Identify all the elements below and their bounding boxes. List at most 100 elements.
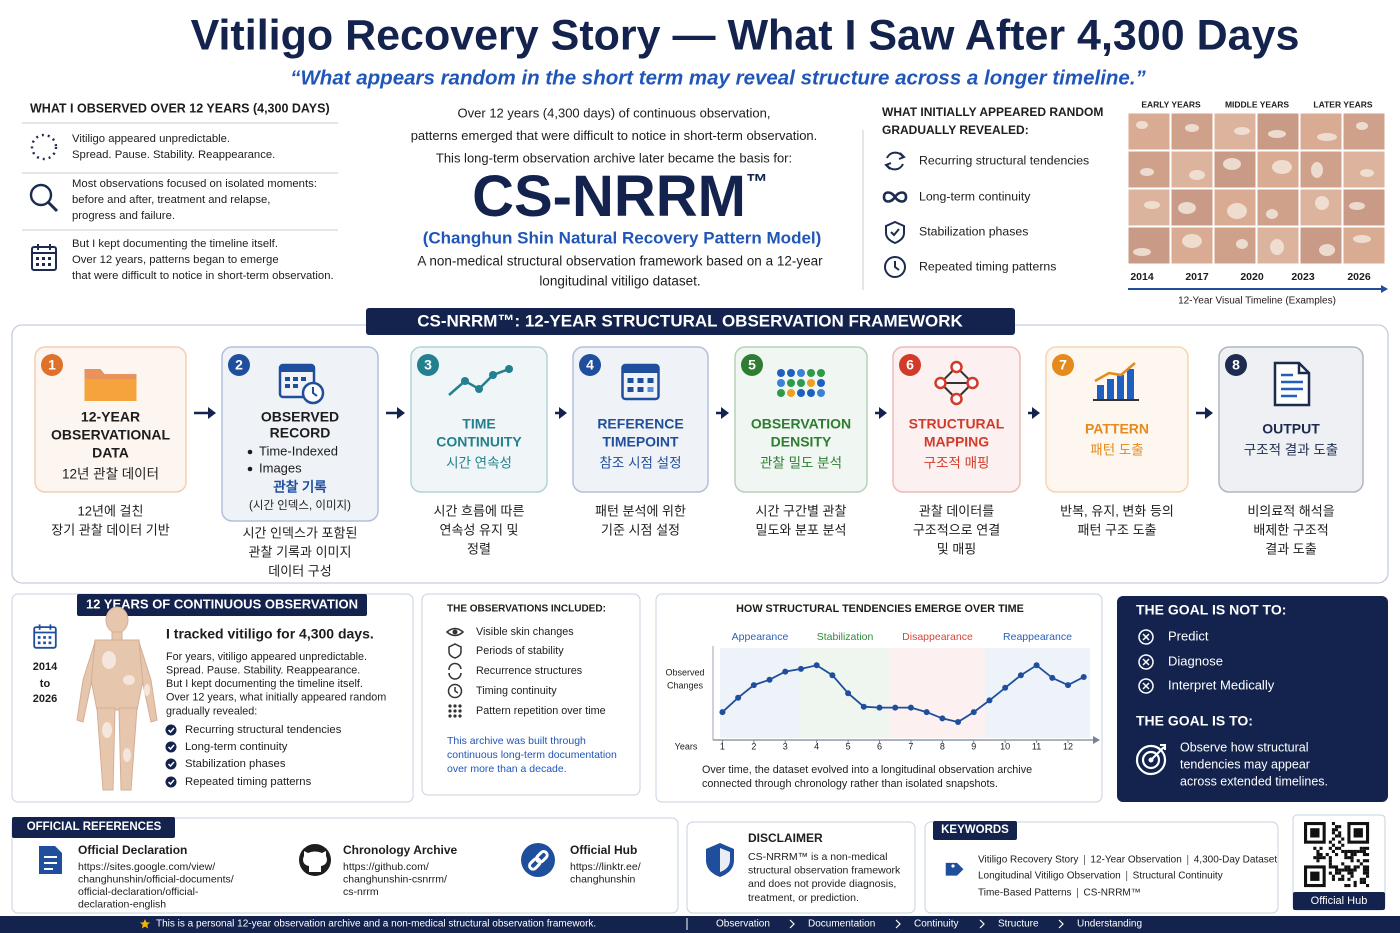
- step-card: [1218, 346, 1364, 493]
- step-description: 데이터 구성: [268, 563, 331, 578]
- skin-patch: [1189, 170, 1205, 180]
- qr-cell: [1338, 840, 1342, 844]
- qr-cell: [1341, 837, 1345, 841]
- revealed-item: Long-term continuity: [919, 189, 1031, 203]
- trend-point: [750, 682, 757, 689]
- step-arrowhead: [1032, 407, 1040, 419]
- trend-point: [782, 668, 789, 675]
- chart-caption: Over time, the dataset evolved into a lo…: [702, 764, 1032, 776]
- skin-patch: [1234, 127, 1250, 135]
- step-card: [572, 346, 709, 493]
- intro-line: patterns emerged that were difficult to …: [411, 128, 818, 143]
- calendar-icon-part: [37, 636, 52, 645]
- panel-tab: [933, 821, 1017, 840]
- qr-cell: [1353, 849, 1357, 853]
- check-icon: [165, 724, 177, 736]
- revealed-icon: [884, 151, 906, 171]
- qr-cell: [1353, 868, 1357, 872]
- step-badge: [899, 354, 921, 376]
- qr-cell: [1316, 849, 1320, 853]
- qr-cell: [1335, 846, 1339, 850]
- phase-label: Appearance: [732, 631, 789, 643]
- check-item: Long-term continuity: [185, 741, 288, 753]
- step-icon-part: [622, 365, 659, 373]
- step-number: 7: [1059, 357, 1067, 373]
- trademark: ™: [746, 169, 768, 194]
- x-tick-label: 7: [908, 741, 913, 751]
- shield-icon: [706, 843, 734, 877]
- step-icon-part: [797, 379, 805, 387]
- step-description: 기준 시점 설정: [601, 522, 680, 537]
- skin-patch: [1223, 158, 1241, 170]
- trend-point: [719, 709, 726, 716]
- step-icon-part: [1281, 373, 1303, 398]
- qr-cell: [1347, 877, 1351, 881]
- chart-caption: connected through chronology rather than…: [702, 778, 998, 790]
- step-icon-part-part: [1107, 379, 1114, 399]
- qr-cell: [1331, 837, 1335, 841]
- reference-icon-part: [528, 850, 549, 871]
- qr-cell: [1331, 843, 1335, 847]
- keyword: Vitiligo Recovery Story: [978, 855, 1078, 866]
- trend-point: [1080, 674, 1087, 680]
- qr-cell: [1359, 877, 1363, 881]
- continuous-line: gradually revealed:: [166, 705, 257, 717]
- photo-tile: [1299, 112, 1343, 151]
- step-icon-part: [1273, 361, 1311, 407]
- x-icon-part: [1138, 629, 1154, 645]
- step-icon-part-part: [637, 387, 644, 392]
- qr-cell: [1338, 868, 1342, 872]
- reference-icon-part-part: [528, 857, 542, 871]
- included-item: Timing continuity: [476, 685, 557, 697]
- panel-tab: [77, 594, 367, 616]
- reference-url: changhunshin-csnrrm/: [343, 873, 447, 885]
- qr-cell: [1331, 831, 1335, 835]
- step-title: DENSITY: [771, 434, 832, 450]
- trend-point: [845, 690, 852, 697]
- step-description: 밀도와 분포 분석: [756, 522, 847, 537]
- observed-icon-part: [46, 200, 59, 213]
- step-title: TIMEPOINT: [602, 434, 679, 450]
- continuous-line: For years, vitiligo appeared unpredictab…: [166, 651, 367, 663]
- observed-icon-part-part: [48, 257, 51, 260]
- panel: [421, 593, 641, 796]
- footer-bar: [0, 916, 1400, 933]
- step-description: 장기 관찰 데이터 기반: [51, 522, 170, 537]
- qr-cell: [1347, 856, 1351, 860]
- included-item: Recurrence structures: [476, 665, 583, 677]
- step-icon: [621, 363, 660, 401]
- disclaimer-line: treatment, or prediction.: [748, 892, 859, 904]
- skin-patch: [1353, 235, 1371, 243]
- skin-patch: [1136, 121, 1148, 129]
- skin-patch: [1356, 122, 1368, 130]
- observed-icon: [30, 133, 58, 161]
- qr-cell: [1322, 856, 1326, 860]
- qr-cell: [1359, 846, 1363, 850]
- trend-point: [1017, 672, 1024, 679]
- step-icon-part-part: [293, 384, 298, 388]
- observed-icon-part: [31, 246, 57, 271]
- qr-cell: [1344, 849, 1348, 853]
- goal-to-line: Observe how structural: [1180, 740, 1309, 754]
- step-icon-part: [797, 389, 805, 397]
- step-description: 시간 구간별 관찰: [756, 503, 847, 518]
- qr-cell: [1344, 856, 1348, 860]
- qr-cell: [1331, 877, 1335, 881]
- revealed-icon: [884, 256, 906, 278]
- skin-patch: [1315, 196, 1329, 210]
- x-icon: [1138, 678, 1154, 694]
- trend-point: [797, 665, 804, 672]
- qr-cell: [1335, 825, 1339, 829]
- check-icon-part: [167, 761, 175, 768]
- panel: [655, 593, 1103, 803]
- trend-point: [939, 715, 946, 722]
- continuous-heading: I tracked vitiligo for 4,300 days.: [166, 626, 374, 642]
- step-title: DATA: [92, 445, 129, 461]
- qr-cell: [1347, 849, 1351, 853]
- step-icon-part: [934, 360, 979, 406]
- included-icon-part-part: [448, 704, 452, 708]
- step-icon-part: [777, 389, 785, 397]
- step-icon-part-part: [1097, 385, 1104, 399]
